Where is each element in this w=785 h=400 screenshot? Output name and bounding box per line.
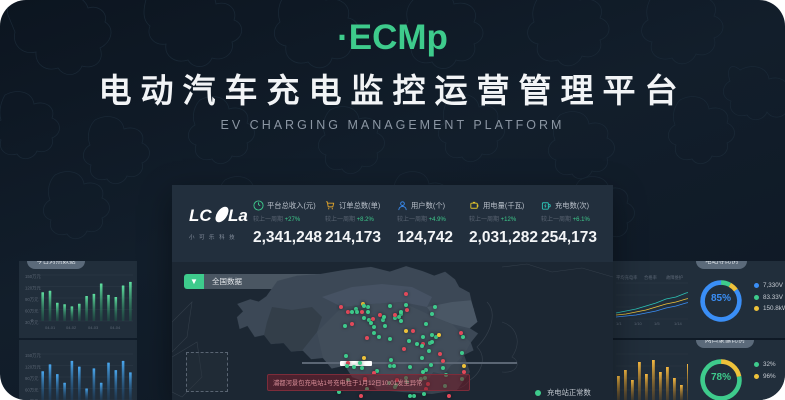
svg-text:故障维护: 故障维护: [666, 274, 683, 281]
svg-text:150万元: 150万元: [25, 274, 41, 280]
svg-text:LC: LC: [189, 206, 212, 225]
svg-text:04-04: 04-04: [110, 325, 121, 330]
svg-text:1/10: 1/10: [634, 321, 643, 326]
svg-text:1/14: 1/14: [674, 321, 683, 326]
svg-text:04-03: 04-03: [88, 325, 99, 330]
svg-text:120万元: 120万元: [25, 365, 41, 371]
svg-text:60万元: 60万元: [25, 388, 39, 394]
svg-text:平均充电率: 平均充电率: [616, 274, 638, 281]
svg-text:90万元: 90万元: [25, 297, 39, 303]
svg-text:合格率: 合格率: [644, 274, 658, 281]
svg-text:120万元: 120万元: [25, 286, 41, 292]
svg-text:04-01: 04-01: [45, 325, 56, 330]
svg-text:La: La: [228, 206, 248, 225]
svg-text:04-02: 04-02: [66, 325, 77, 330]
svg-text:1/5: 1/5: [654, 321, 660, 326]
svg-text:90万元: 90万元: [25, 376, 39, 382]
svg-text:60万元: 60万元: [25, 309, 39, 315]
svg-text:1/1: 1/1: [616, 321, 622, 326]
svg-text:150万元: 150万元: [25, 353, 41, 359]
